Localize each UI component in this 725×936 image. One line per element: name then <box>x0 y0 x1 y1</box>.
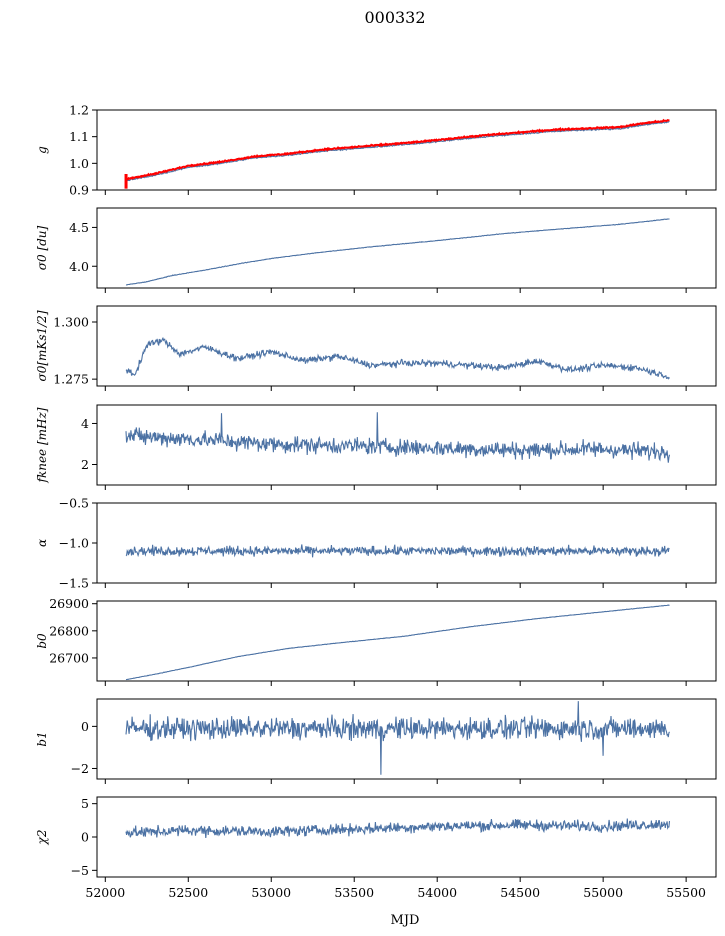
y-tick-label: 4.0 <box>69 259 89 274</box>
x-tick-label: 54000 <box>417 885 457 900</box>
x-tick-label: 52000 <box>85 885 125 900</box>
y-axis-label: σ0[mKs1/2] <box>35 310 49 381</box>
axes-frame <box>96 502 717 584</box>
y-tick-label: 26800 <box>49 623 89 638</box>
y-tick-label: 26700 <box>49 650 89 665</box>
y-tick-label: 1.0 <box>69 156 89 171</box>
y-axis-label: fknee [mHz] <box>35 407 49 483</box>
panels: 0.9 1.0 1.1 1.2 g 4.0 4.5 σ0 [du] 1.275 1.300 σ0[m… <box>35 103 717 900</box>
x-axis-label: MJD <box>391 913 420 928</box>
y-axis-label: σ0 [du] <box>35 225 49 270</box>
y-tick-label: −0.5 <box>59 496 89 511</box>
series-line <box>125 412 671 463</box>
y-tick-label: −5 <box>71 863 89 878</box>
y-axis-label: b1 <box>35 731 49 746</box>
axes-frame <box>96 207 717 289</box>
series-line <box>125 120 670 182</box>
axes-frame <box>96 109 717 191</box>
y-tick-label: 1.275 <box>53 372 89 387</box>
y-tick-label: 1.2 <box>69 103 89 118</box>
y-tick-label: 26900 <box>49 596 89 611</box>
y-tick-label: 0 <box>81 719 89 734</box>
y-tick-label: 1.300 <box>53 315 89 330</box>
panel-2: 4.0 4.5 σ0 [du] <box>35 207 717 293</box>
x-tick-label: 53500 <box>334 885 374 900</box>
panel-5: −1.5 −1.0 −0.5 α <box>35 496 717 591</box>
y-tick-label: −1.5 <box>59 576 89 591</box>
y-tick-label: 5 <box>81 796 89 811</box>
overlay-line <box>125 118 670 181</box>
y-tick-label: −1.0 <box>59 536 89 551</box>
series-line <box>125 336 670 380</box>
axes-frame <box>96 404 717 486</box>
series-line <box>125 701 670 775</box>
series-line <box>125 544 670 558</box>
axes-frame <box>96 305 717 387</box>
x-tick-label: 55000 <box>583 885 623 900</box>
panel-8: −5 0 5 52000 52500 53000 53500 54000 54500 55000 5… <box>35 796 717 900</box>
axes-frame <box>96 698 717 780</box>
y-tick-label: 0.9 <box>69 183 89 198</box>
series-line <box>125 604 670 681</box>
panel-6: 26700 26800 26900 b0 <box>35 596 717 686</box>
panel-7: −2 0 b1 <box>35 698 717 784</box>
y-axis-label: χ2 <box>35 830 49 846</box>
x-tick-label: 52500 <box>168 885 208 900</box>
series-line <box>125 218 670 286</box>
y-tick-label: 0 <box>81 830 89 845</box>
panel-4: 2 4 fknee [mHz] <box>35 404 717 490</box>
x-tick-label: 55500 <box>666 885 706 900</box>
y-tick-label: 2 <box>81 457 89 472</box>
y-tick-label: −2 <box>71 761 89 776</box>
chart-title: 000332 <box>364 8 425 27</box>
panel-3: 1.275 1.300 σ0[mKs1/2] <box>35 305 717 391</box>
axes-frame <box>96 600 717 682</box>
y-axis-label: b0 <box>35 633 49 649</box>
axes-frame <box>96 796 717 878</box>
x-tick-label: 54500 <box>500 885 540 900</box>
y-axis-label: α <box>35 539 49 547</box>
x-tick-label: 53000 <box>251 885 291 900</box>
series-line <box>125 818 671 838</box>
y-tick-label: 1.1 <box>69 129 89 144</box>
y-tick-label: 4 <box>81 416 89 431</box>
panel-1: 0.9 1.0 1.1 1.2 g <box>35 103 717 198</box>
y-tick-label: 4.5 <box>69 220 89 235</box>
y-axis-label: g <box>35 146 49 154</box>
